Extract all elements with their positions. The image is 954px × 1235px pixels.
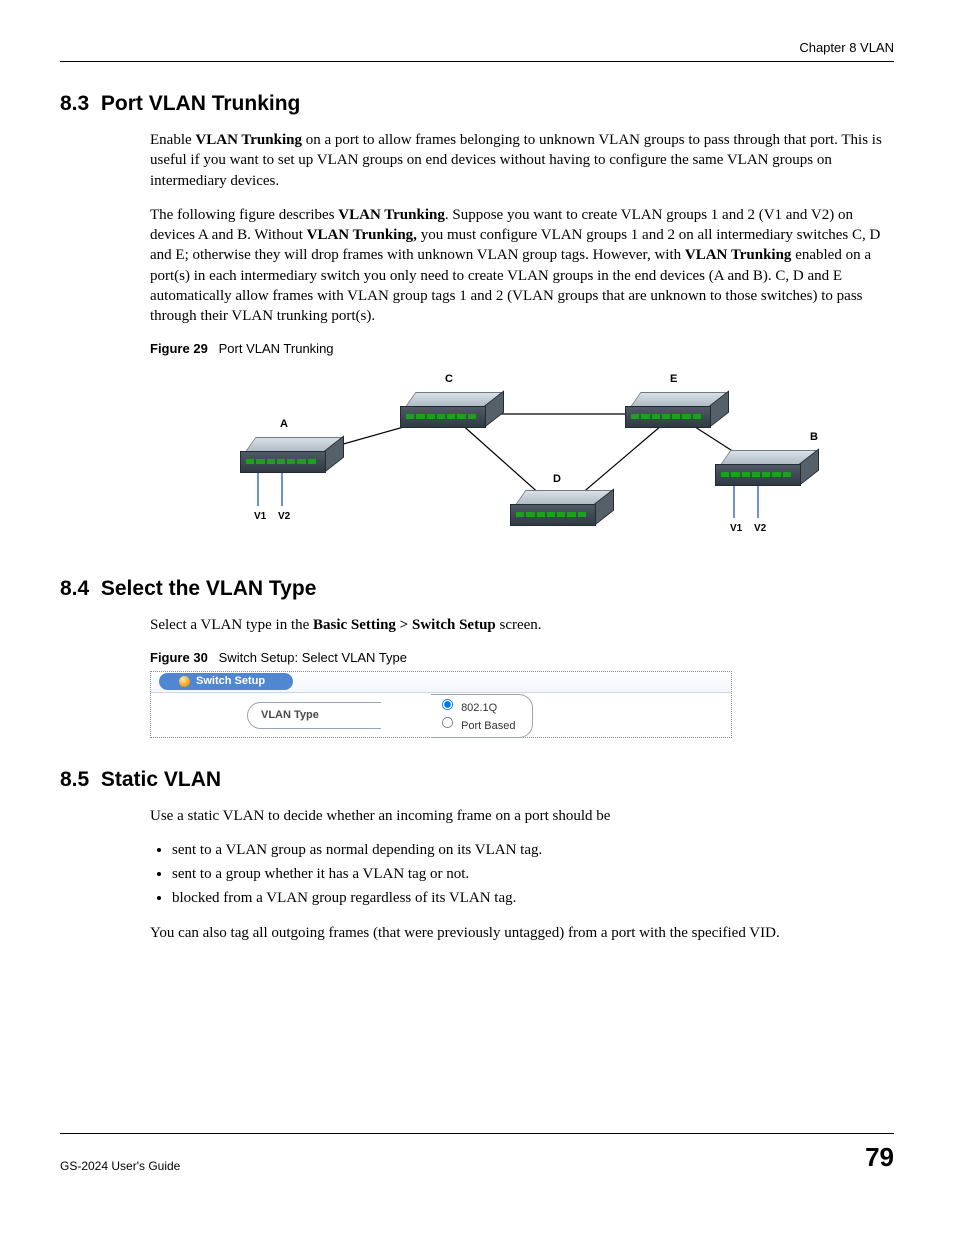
chapter-label: Chapter 8 VLAN: [799, 40, 894, 55]
chapter-header: Chapter 8 VLAN: [60, 40, 894, 62]
radio-802-1q-input[interactable]: [442, 699, 453, 710]
vlan-label-b-v2: V2: [754, 522, 766, 536]
tab-row: Switch Setup: [151, 672, 731, 693]
s85-p1: Use a static VLAN to decide whether an i…: [150, 806, 890, 826]
figure-29-diagram: A B C D E V1 V2 V1 V2: [210, 362, 830, 547]
footer-page-number: 79: [865, 1142, 894, 1173]
radio-port-based[interactable]: Port Based: [441, 716, 515, 734]
s83-p2: The following figure describes VLAN Trun…: [150, 205, 890, 327]
tab-dot-icon: [179, 676, 190, 687]
section-8-4-title: 8.4 Select the VLAN Type: [60, 577, 894, 601]
footer-guide: GS-2024 User's Guide: [60, 1159, 180, 1173]
vlan-label-b-v1: V1: [730, 522, 742, 536]
vlan-label-a-v2: V2: [278, 510, 290, 524]
page-footer: GS-2024 User's Guide 79: [60, 1133, 894, 1173]
bullet-item: blocked from a VLAN group regardless of …: [172, 888, 890, 908]
vlan-type-radio-group: 802.1Q Port Based: [431, 696, 529, 736]
switch-e-icon: [625, 392, 709, 428]
figure-30-screenshot: Switch Setup VLAN Type 802.1Q Port Based: [150, 671, 732, 738]
node-label-e: E: [670, 372, 677, 387]
section-8-3-title: 8.3 Port VLAN Trunking: [60, 92, 894, 116]
switch-b-icon: [715, 450, 799, 486]
switch-c-icon: [400, 392, 484, 428]
bullet-item: sent to a group whether it has a VLAN ta…: [172, 864, 890, 884]
tab-title: Switch Setup: [196, 673, 265, 690]
switch-setup-tab[interactable]: Switch Setup: [159, 673, 293, 690]
vlan-type-row: VLAN Type 802.1Q Port Based: [151, 693, 731, 737]
node-label-c: C: [445, 372, 453, 387]
s84-p1: Select a VLAN type in the Basic Setting …: [150, 615, 890, 635]
s85-p2: You can also tag all outgoing frames (th…: [150, 923, 890, 943]
node-label-a: A: [280, 417, 288, 432]
radio-port-based-input[interactable]: [442, 717, 453, 728]
bullet-item: sent to a VLAN group as normal depending…: [172, 840, 890, 860]
section-8-5-body: Use a static VLAN to decide whether an i…: [150, 806, 890, 943]
s85-bullets: sent to a VLAN group as normal depending…: [150, 840, 890, 909]
section-8-5-title: 8.5 Static VLAN: [60, 768, 894, 792]
s83-p1: Enable VLAN Trunking on a port to allow …: [150, 130, 890, 191]
switch-d-icon: [510, 490, 594, 526]
radio-802-1q[interactable]: 802.1Q: [441, 698, 515, 716]
vlan-label-a-v1: V1: [254, 510, 266, 524]
section-8-4-body: Select a VLAN type in the Basic Setting …: [150, 615, 890, 738]
node-label-b: B: [810, 430, 818, 445]
node-label-d: D: [553, 472, 561, 487]
switch-a-icon: [240, 437, 324, 473]
vlan-type-label: VLAN Type: [261, 708, 371, 723]
figure-30-caption: Figure 30 Switch Setup: Select VLAN Type: [150, 649, 890, 667]
figure-29-caption: Figure 29 Port VLAN Trunking: [150, 340, 890, 358]
section-8-3-body: Enable VLAN Trunking on a port to allow …: [150, 130, 890, 547]
